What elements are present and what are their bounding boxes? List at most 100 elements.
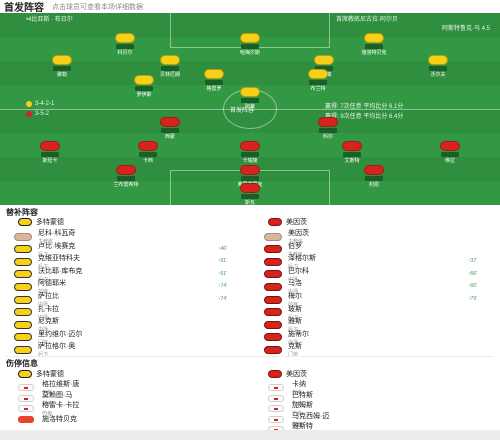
away-player[interactable]: 斯坦卡 [28,141,72,164]
home-player[interactable]: 沃尔夫 [416,55,460,78]
away-player[interactable]: 维拉 [428,141,472,164]
mainz-badge-icon [268,370,282,378]
sub-player-row[interactable]: 雅斯 后卫 [264,317,494,333]
sub-player-name: 沃比耶·库布克 [38,267,83,275]
rating-badge [309,80,327,85]
sub-player-row[interactable]: 克斯门将 [264,342,494,358]
sub-player-row[interactable]: 萨拉格尔·奥后卫 [14,342,244,358]
away-player[interactable]: 西蒙 [148,117,192,140]
player-avatar [264,320,282,329]
page-footer [0,430,500,440]
away-player[interactable]: 兰布雷希特 [104,165,148,188]
subs-home-head: 多特蒙德 [18,217,64,227]
lineup-title: 首发阵容 [4,3,44,14]
injury-player-name: 雅斯特 [292,423,313,430]
injury-row[interactable]: 莫赖图·马 伤病 [18,391,73,407]
sub-player-position: 后卫 [38,251,49,258]
injury-icon [18,415,34,423]
rating-badge [241,152,259,157]
sub-player-row[interactable]: 尼科·科瓦奇 主教练 [14,229,244,245]
away-player[interactable]: 卡瑞施 [228,141,272,164]
player-avatar [264,232,282,241]
sub-player-row[interactable]: 尼克斯 中场 [14,317,244,333]
injury-player-name: 巴特斯 [292,391,313,399]
sub-minute: ↑61' [218,258,228,265]
mainz-badge-icon [268,218,282,226]
player-avatar [14,282,32,291]
shirt-icon [116,165,136,175]
injury-row[interactable]: 格拉维斯·唐 伤病 [18,381,79,396]
injury-row[interactable]: 卡纳 伤病 [268,381,306,396]
home-color-dot [26,101,32,107]
injury-player-name: 莫赖图·马 [42,391,73,399]
sub-player-name: 施蒂尔 [288,330,309,338]
sub-player-row[interactable]: 阿德耶米 前锋 ↑74' [14,279,244,295]
sub-player-position: 中场 [288,276,299,283]
home-player[interactable]: 罗伊斯 [122,75,166,98]
sub-player-row[interactable]: 伯罗 主教练 [264,242,494,258]
home-player[interactable]: 阿莱 [228,87,272,110]
home-player[interactable]: 布兰特 [296,69,340,92]
sub-player-row[interactable]: 施蒂尔 中场 [264,330,494,346]
shirt-icon [342,141,362,151]
player-name: 西蒙 [164,134,175,140]
shirt-icon [240,141,260,151]
sub-player-row[interactable]: 沃比耶·库布克 后卫 ↑61' [14,267,244,283]
sub-player-row[interactable]: 美因茨 主教练 [264,229,494,245]
away-player[interactable]: 科尔 [306,117,350,140]
shirt-icon [364,33,384,43]
injury-row[interactable]: 施洛特贝克 [18,413,77,426]
sub-player-row[interactable]: 里约维尔·迈尔 门将 [14,330,244,346]
injury-reason: 伤病 [292,421,303,428]
away-player[interactable]: 卡西 [126,141,170,164]
home-player[interactable]: 科贝尔 [103,33,147,56]
sub-player-row[interactable]: 玻斯 后卫 [264,305,494,321]
shirt-icon [240,183,260,193]
injury-icon [18,394,34,402]
home-player[interactable]: 哈梅尔斯 [228,33,272,56]
player-name: 维拉 [444,158,455,164]
away-player[interactable]: 艾斯特 [330,141,374,164]
sub-player-name: 克维亚特科夫 [38,255,80,263]
sub-minute: ↑66' [468,270,478,277]
sub-player-row[interactable]: 泽格尔斯 后卫 ↑37' [264,254,494,270]
injury-row[interactable]: 巴特斯 伤病 [268,391,313,407]
home-player[interactable]: 格雷罗 [192,69,236,92]
sub-player-row[interactable]: 萨拉比 中场 ↑74' [14,292,244,308]
away-formation: 3-5-2 [26,111,49,117]
sub-minute: ↑37' [468,258,478,265]
injury-row[interactable]: 马克西姆·迈 伤病 [268,413,329,428]
away-formation-value: 3-5-2 [35,111,50,117]
injury-reason: 伤病 [292,411,303,417]
shirt-icon [240,87,260,97]
away-player[interactable]: 斯瓦 [228,183,272,205]
shirt-icon [204,69,224,79]
home-player[interactable]: 贝林厄姆 [148,55,192,78]
sub-minute: ↑74' [218,296,228,302]
sub-player-name: 泽格尔斯 [288,255,316,263]
sub-player-row[interactable]: 克维亚特科夫 后卫 ↑61' [14,254,244,270]
player-avatar [14,245,32,254]
injury-row[interactable]: 加姆斯 伤病 [268,402,313,417]
injury-icon [268,394,284,402]
away-player[interactable]: 利恩 [352,165,396,188]
player-name: 格雷罗 [206,86,222,92]
injury-row[interactable]: 格雷卡·卡拉 伤病 [18,402,80,417]
player-name: 利恩 [368,182,379,188]
home-player[interactable]: 聚勒 [40,55,84,78]
away-color-dot [26,111,32,117]
injury-icon [18,405,34,412]
sub-player-row[interactable]: 梅尔 前锋 ↑79' [264,292,494,308]
sub-player-row[interactable]: 卢比·埃赛克 后卫 ↑46' [14,242,244,258]
home-player[interactable]: 施洛特贝克 [352,33,396,56]
injury-player-name: 格雷卡·卡拉 [42,402,80,409]
shirt-icon [160,55,180,65]
sub-player-row[interactable]: 扎卡拉 中场 [14,305,244,321]
sub-player-position: 中场 [288,289,299,296]
sub-player-row[interactable]: 巴尔科 中场 ↑66' [264,267,494,283]
shirt-icon [160,117,180,127]
home-team-label: •4比亚斯 · 布日尔 [26,17,73,23]
sub-minute: ↑61' [218,270,228,277]
sub-player-row[interactable]: 马洛 中场 ↑66' [264,279,494,296]
